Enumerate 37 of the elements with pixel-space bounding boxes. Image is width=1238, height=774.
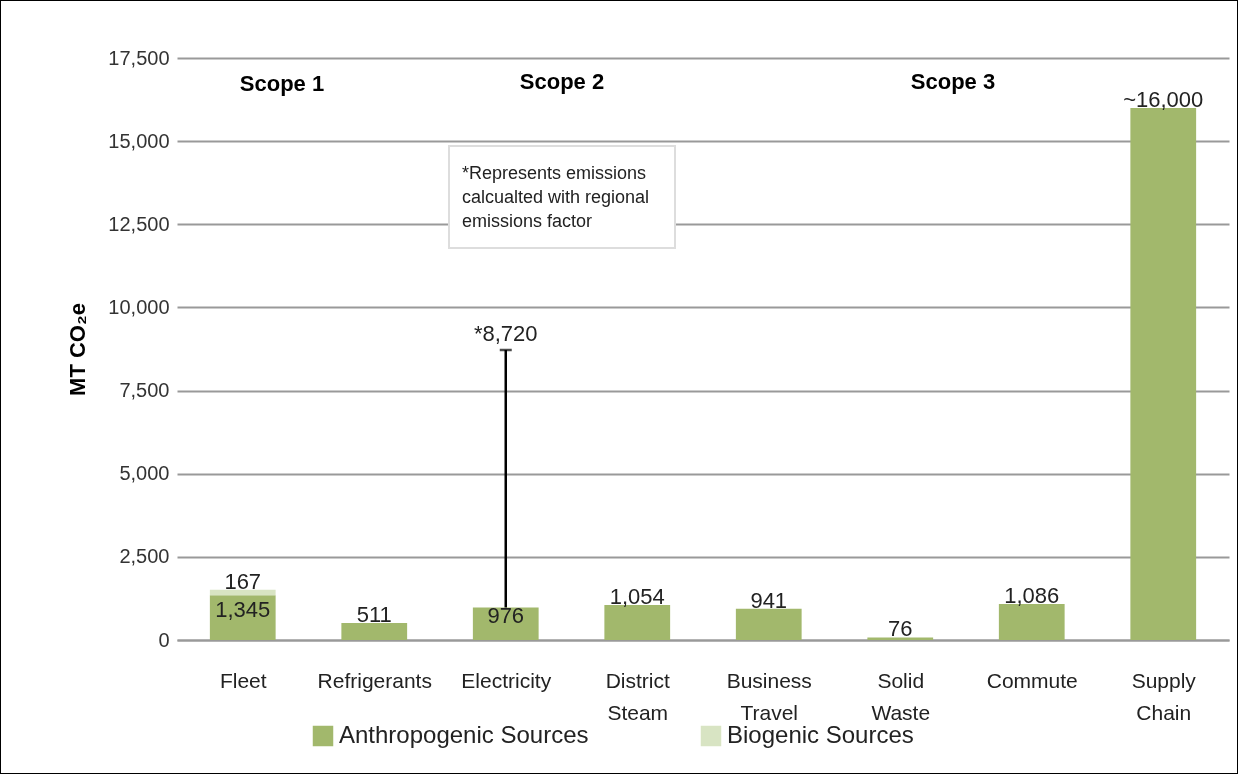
bar — [209, 589, 276, 596]
y-axis-title: MT CO₂e — [65, 303, 91, 396]
annotation: Scope 1 — [239, 71, 325, 97]
bar — [341, 623, 408, 640]
data-label: 976 — [487, 602, 525, 628]
bar — [867, 637, 934, 640]
x-tick-label: Refrigerants — [317, 668, 432, 692]
legend-label: Anthropogenic Sources — [339, 721, 589, 748]
data-label: 1,054 — [609, 583, 665, 609]
data-label: 76 — [888, 616, 913, 642]
data-label: 1,086 — [1004, 582, 1060, 608]
annotation: *Represents emissions calcualted with regional emissions factor — [448, 145, 676, 249]
data-label: 511 — [356, 602, 392, 628]
x-tick-label: Business Travel — [726, 668, 812, 724]
y-tick-label: 17,500 — [108, 46, 170, 69]
data-label: 167 — [224, 568, 262, 594]
y-tick-label: 12,500 — [108, 212, 170, 235]
data-label: ~16,000 — [1123, 86, 1204, 112]
bar — [735, 608, 802, 640]
x-tick-label: Commute — [986, 668, 1078, 692]
y-tick-label: 10,000 — [108, 295, 170, 318]
y-tick-label: 5,000 — [119, 462, 170, 485]
y-tick-label: 0 — [158, 628, 170, 651]
data-label: 1,345 — [215, 596, 271, 622]
x-tick-label: District Steam — [605, 668, 670, 724]
annotation: Scope 3 — [910, 69, 996, 95]
x-tick-label: Electricity — [461, 668, 552, 692]
x-tick-label: Supply Chain — [1131, 668, 1197, 724]
data-label: 941 — [750, 587, 788, 613]
y-tick-label: 7,500 — [119, 379, 170, 402]
legend-label: Biogenic Sources — [727, 721, 914, 748]
annotation: Scope 2 — [519, 69, 605, 95]
annotation: *8,720 — [473, 321, 538, 346]
x-tick-label: Solid Waste — [871, 668, 931, 724]
y-tick-label: 2,500 — [119, 545, 170, 568]
y-tick-label: 15,000 — [108, 129, 170, 152]
x-tick-label: Fleet — [219, 668, 267, 692]
